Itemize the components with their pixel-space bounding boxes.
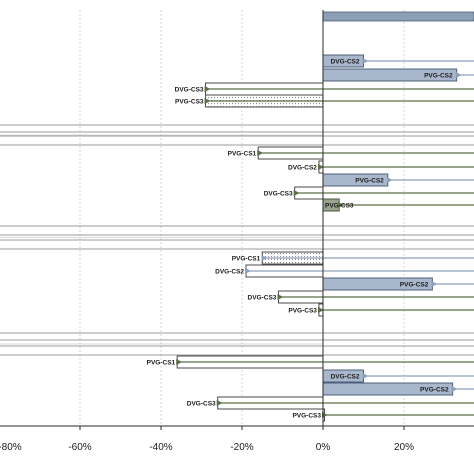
bar-label: PVG-CS1 bbox=[228, 151, 257, 158]
bar-label: DVG-CS2 bbox=[215, 269, 244, 276]
panel-header-band bbox=[322, 11, 474, 22]
bar-label: PVG-CS1 bbox=[232, 256, 261, 263]
bar-label: DVG-CS3 bbox=[175, 87, 204, 94]
x-tick-label: -20% bbox=[230, 442, 253, 453]
panel-header bbox=[322, 11, 474, 22]
x-tick-label: -40% bbox=[149, 442, 172, 453]
bar-label: PVG-CS2 bbox=[400, 282, 429, 289]
bar-label: PVG-CS3 bbox=[175, 99, 204, 106]
x-tick-label: 0% bbox=[316, 442, 331, 453]
x-axis: -80% -60% -40% -20% 0% 20% bbox=[0, 10, 474, 453]
bar-label: PVG-CS3 bbox=[288, 308, 317, 315]
bar bbox=[318, 303, 324, 317]
bar-label: DVG-CS2 bbox=[288, 165, 317, 172]
group-separators bbox=[0, 124, 474, 356]
x-tick-label: -60% bbox=[68, 442, 91, 453]
x-tick-label: -80% bbox=[0, 442, 22, 453]
bar-label: PVG-CS3 bbox=[292, 413, 321, 420]
bar-label: PVG-CS1 bbox=[147, 360, 176, 367]
bar-label: DVG-CS3 bbox=[248, 295, 277, 302]
bar bbox=[318, 160, 324, 174]
bar-labels: DVG-CS2 PVG-CS2 DVG-CS3 PVG-CS3 PVG-CS1 DVG-C… bbox=[147, 59, 453, 420]
bar-label: DVG-CS2 bbox=[331, 374, 360, 381]
bar-label: DVG-CS3 bbox=[264, 191, 293, 198]
bar-label: PVG-CS2 bbox=[424, 73, 453, 80]
bar-label: PVG-CS2 bbox=[355, 178, 384, 185]
arrows bbox=[176, 58, 474, 418]
bars bbox=[176, 54, 458, 422]
bar-label: DVG-CS3 bbox=[187, 401, 216, 408]
bar-label: PVG-CS3 bbox=[325, 203, 354, 210]
x-tick-label: 20% bbox=[394, 442, 414, 453]
bar-label: DVG-CS2 bbox=[331, 59, 360, 66]
bar-label: PVG-CS2 bbox=[420, 387, 449, 394]
